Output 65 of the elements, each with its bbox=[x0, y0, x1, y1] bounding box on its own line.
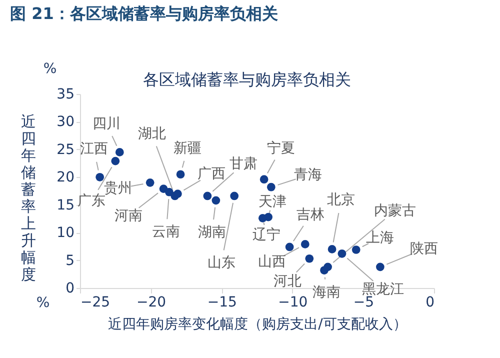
annotation: 吉林 bbox=[296, 206, 325, 223]
annotation: 河南 bbox=[114, 208, 143, 224]
annotation: 陕西 bbox=[410, 240, 438, 257]
point bbox=[376, 262, 384, 272]
point bbox=[203, 192, 212, 200]
point bbox=[165, 188, 174, 196]
point bbox=[266, 182, 276, 192]
point bbox=[338, 249, 346, 258]
annotation: 天津 bbox=[258, 194, 286, 210]
point bbox=[320, 266, 328, 274]
point bbox=[115, 148, 124, 156]
x-axis-title: 近四年购房率变化幅度（购房支出/可支配收入） bbox=[108, 316, 407, 332]
annotation: 云南 bbox=[152, 224, 180, 240]
y-tick-label: 35 bbox=[56, 86, 74, 102]
x-tick-label: 0 bbox=[426, 294, 434, 310]
y-tick-label: 10 bbox=[56, 225, 74, 242]
text: % bbox=[36, 295, 50, 311]
x-tick-label: −25 bbox=[80, 294, 110, 310]
annotation: 湖南 bbox=[198, 224, 226, 240]
annotation: 广西 bbox=[198, 166, 226, 182]
y-tick-label: 25 bbox=[56, 142, 74, 158]
chart-subtitle: 各区域储蓄率与购房率负相关 bbox=[143, 70, 351, 89]
point bbox=[300, 240, 310, 248]
point bbox=[285, 242, 294, 252]
x-tick-label: −20 bbox=[136, 294, 166, 310]
text: % bbox=[43, 61, 57, 77]
y-tick-label: 0 bbox=[66, 280, 74, 296]
annotation: 山东 bbox=[207, 254, 236, 271]
point bbox=[258, 214, 267, 222]
text: 近四年储蓄率上升幅度 bbox=[21, 112, 36, 284]
point bbox=[328, 245, 336, 254]
annotation: 湖北 bbox=[138, 126, 166, 142]
annotation: 江西 bbox=[80, 141, 108, 158]
annotation: 甘肃 bbox=[229, 156, 258, 172]
point bbox=[96, 172, 104, 182]
point bbox=[174, 190, 182, 198]
y-tick-label: 5 bbox=[66, 252, 74, 269]
annotation: 宁夏 bbox=[267, 140, 296, 156]
annotation: 四川 bbox=[92, 116, 121, 132]
annotation: 海南 bbox=[312, 284, 340, 300]
y-tick-label: 30 bbox=[56, 114, 74, 130]
annotation: 内蒙古 bbox=[374, 202, 416, 219]
chart-title: 图 21：各区域储蓄率与购房率负相关 bbox=[10, 4, 278, 23]
point bbox=[305, 254, 314, 263]
annotation: 河北 bbox=[273, 274, 302, 290]
annotation: 广东 bbox=[77, 193, 106, 210]
point bbox=[146, 178, 154, 187]
y-tick-label: 20 bbox=[56, 170, 74, 186]
annotation: 贵州 bbox=[104, 180, 132, 197]
point bbox=[230, 192, 239, 200]
point bbox=[212, 196, 220, 205]
point bbox=[176, 170, 185, 179]
point bbox=[352, 246, 360, 254]
annotation: 山西 bbox=[258, 254, 286, 270]
annotation: 新疆 bbox=[174, 140, 202, 156]
y-tick-label: 15 bbox=[56, 197, 74, 214]
annotation: 上海 bbox=[366, 230, 394, 246]
annotation: 北京 bbox=[327, 192, 356, 208]
point bbox=[260, 175, 268, 184]
x-tick-label: −15 bbox=[207, 294, 237, 310]
x-tick-label: −10 bbox=[278, 294, 308, 310]
annotation: 辽宁 bbox=[252, 227, 281, 244]
point bbox=[111, 156, 120, 166]
x-tick-label: −5 bbox=[353, 294, 374, 310]
annotation: 青海 bbox=[294, 167, 322, 184]
